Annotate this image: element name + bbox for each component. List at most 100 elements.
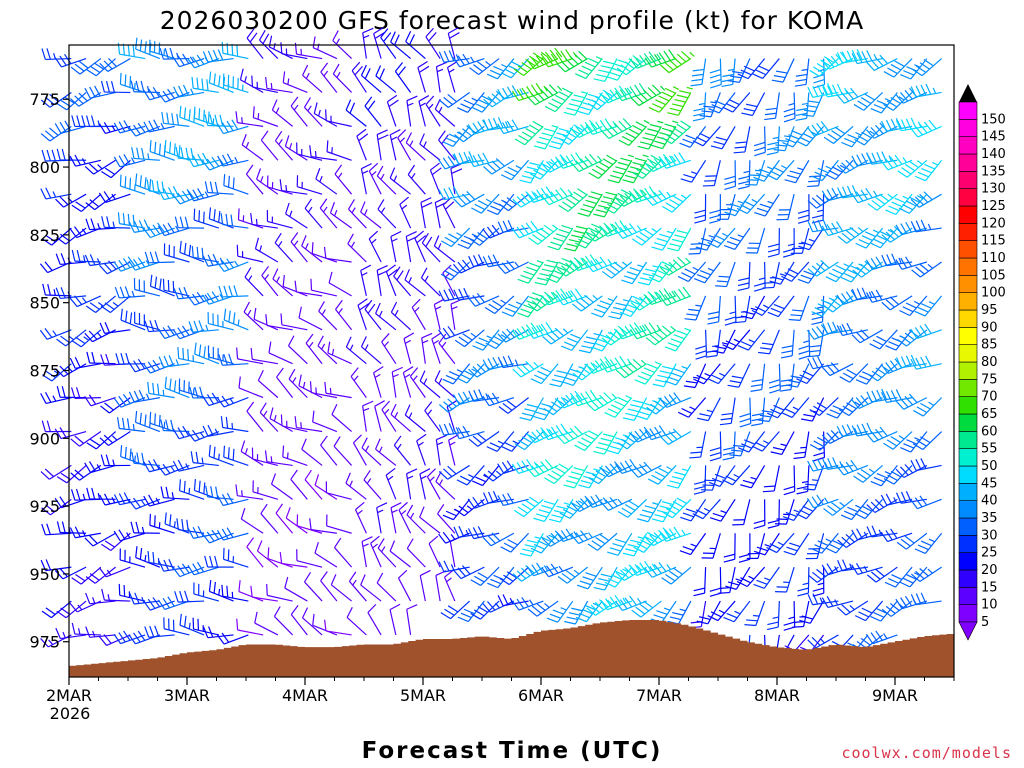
barb-feather [521,131,533,139]
barb-staff [784,126,795,151]
barb-staff [763,566,780,589]
barb-feather [269,407,274,419]
barb-half-feather [548,161,555,166]
barb-staff [272,109,293,127]
barb-feather [406,231,417,237]
wind-barb [457,92,485,113]
barb-feather [202,425,209,437]
barb-feather [811,311,823,317]
barb-feather [850,87,859,98]
barb-half-feather [801,102,809,106]
barb-staff [119,223,146,229]
barb-feather [736,207,748,215]
barb-feather [799,509,810,516]
barb-feather [728,99,740,106]
barb-staff [267,558,293,568]
wind-barb [500,58,530,79]
barb-staff [478,58,500,76]
barb-feather [137,358,146,370]
barb-feather [514,138,526,146]
barb-feather [211,392,219,403]
barb-staff [398,509,412,534]
barb-staff [419,473,426,500]
barb-staff [417,67,426,93]
wind-barb [345,99,367,127]
barb-staff [488,363,514,371]
barb-feather [743,65,755,72]
barb-feather [298,374,302,386]
barb-feather [540,427,549,437]
wind-barb [811,532,839,554]
wind-barb [786,363,810,388]
barb-feather [144,177,147,189]
wind-barb [389,129,401,161]
barb-feather [576,188,588,196]
barb-feather [575,500,585,510]
barb-staff [518,600,544,611]
wind-barb [222,547,249,568]
barb-feather [812,66,824,74]
barb-feather [54,123,62,134]
barb-feather [783,112,795,118]
wind-barb [296,514,323,534]
barb-feather [226,153,234,165]
barb-feather [783,621,795,626]
barb-feather [438,333,447,344]
wind-barb [797,567,810,597]
barb-half-feather [641,324,647,331]
barb-feather [814,171,826,178]
barb-feather [530,322,539,333]
barb-feather [836,52,843,64]
barb-feather [604,91,614,102]
barb-feather [741,112,753,117]
barb-feather [488,303,499,311]
wind-barb [157,596,190,610]
barb-staff [193,593,220,602]
barb-half-feather [857,227,864,233]
barb-feather [176,113,180,126]
barb-feather [550,191,559,201]
barb-staff [312,47,338,60]
barb-staff [363,479,382,500]
barb-feather [425,27,434,38]
barb-feather [383,32,392,42]
wind-barb [390,230,402,263]
barb-feather [642,509,654,514]
barb-staff [735,566,751,590]
barb-feather [707,316,720,320]
wind-barb [825,261,854,283]
barb-staff [405,236,412,263]
barb-feather [188,321,194,333]
barb-staff [406,609,412,636]
barb-feather [93,62,104,70]
barb-feather [540,461,549,471]
wind-barb [729,431,751,457]
barb-feather [438,159,446,170]
barb-staff [275,512,294,534]
barb-staff [411,307,426,331]
wind-barb [55,627,87,640]
barb-feather [596,338,609,344]
wind-barb [544,87,574,113]
barb-staff [45,532,72,536]
barb-staff [654,329,677,346]
barb-staff [787,194,795,220]
wind-barb [745,160,766,186]
barb-feather [133,258,141,269]
barb-feather [205,485,209,498]
wind-barb [619,295,648,318]
barb-feather [133,220,140,232]
barb-half-feather [404,339,411,344]
barb-staff [301,245,323,263]
wind-barb [801,92,825,117]
barb-feather [456,479,468,486]
barb-staff [460,261,485,274]
barb-feather [689,456,701,459]
wind-barb [193,582,220,602]
barb-half-feather [497,440,504,445]
barb-feather [133,632,141,643]
barb-feather [461,193,471,203]
barb-feather [561,224,573,230]
barb-feather [561,257,573,264]
barb-feather [361,536,373,543]
